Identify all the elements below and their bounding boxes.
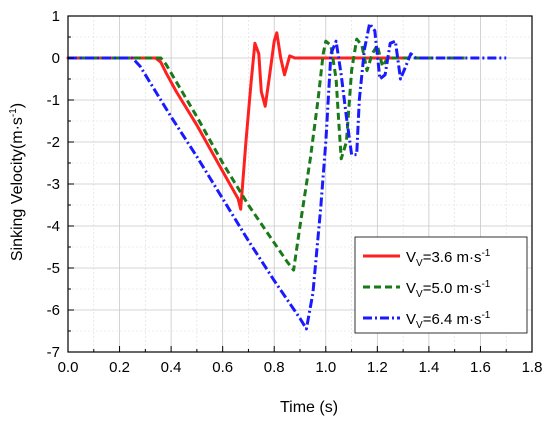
x-tick-label: 1.4: [418, 359, 439, 376]
legend-v: V: [406, 280, 416, 297]
y-tick-label: 0: [52, 50, 60, 67]
y-tick-labels: 1 0 -1 -2 -3 -4 -5 -6 -7: [47, 8, 60, 361]
legend-label-3: VV=6.4 m·s-1: [406, 310, 491, 331]
x-tick-label: 0.0: [58, 359, 79, 376]
y-tick-label: -7: [47, 344, 60, 361]
legend-subscript: V: [416, 320, 423, 331]
series-line-3: [68, 22, 507, 331]
x-tick-labels: 0.0 0.2 0.4 0.6 0.8 1.0 1.2 1.4 1.6 1.8: [58, 359, 543, 376]
y-tick-label: -3: [47, 176, 60, 193]
legend-label-1: VV=3.6 m·s-1: [406, 248, 491, 269]
legend-superscript: -1: [481, 279, 490, 290]
legend-label-2: VV=5.0 m·s-1: [406, 279, 491, 300]
y-tick-label: 1: [52, 8, 60, 25]
x-tick-label: 1.0: [315, 359, 336, 376]
y-axis-label-sup: -1: [8, 108, 19, 117]
series-layer: [66, 22, 507, 331]
x-axis-label: Time (s): [280, 399, 338, 416]
y-tick-label: -2: [47, 134, 60, 151]
legend-value: =3.6 m·s: [423, 249, 482, 266]
y-tick-label: -1: [47, 92, 60, 109]
legend-value: =6.4 m·s: [423, 311, 482, 328]
y-tick-label: -5: [47, 260, 60, 277]
legend: VV=3.6 m·s-1VV=5.0 m·s-1VV=6.4 m·s-1: [354, 236, 528, 334]
legend-subscript: V: [416, 289, 423, 300]
x-tick-label: 0.2: [109, 359, 130, 376]
legend-subscript: V: [416, 258, 423, 269]
legend-v: V: [406, 249, 416, 266]
series-line-1: [66, 31, 410, 211]
series-line-2: [68, 37, 468, 272]
y-axis-label-main: Sinking Velocity(m·s: [9, 117, 26, 261]
axis-ticks: [67, 15, 533, 353]
legend-value: =5.0 m·s: [423, 280, 482, 297]
legend-superscript: -1: [481, 310, 490, 321]
x-tick-label: 0.8: [264, 359, 285, 376]
x-tick-label: 0.4: [161, 359, 182, 376]
y-tick-label: -6: [47, 302, 60, 319]
legend-v: V: [406, 311, 416, 328]
x-tick-label: 1.8: [522, 359, 543, 376]
y-axis-label: Sinking Velocity(m·s-1): [8, 103, 26, 261]
y-tick-label: -4: [47, 218, 60, 235]
x-tick-label: 0.6: [212, 359, 233, 376]
x-tick-label: 1.6: [470, 359, 491, 376]
x-tick-label: 1.2: [367, 359, 388, 376]
y-axis-label-close: ): [9, 103, 26, 108]
legend-superscript: -1: [481, 248, 490, 259]
